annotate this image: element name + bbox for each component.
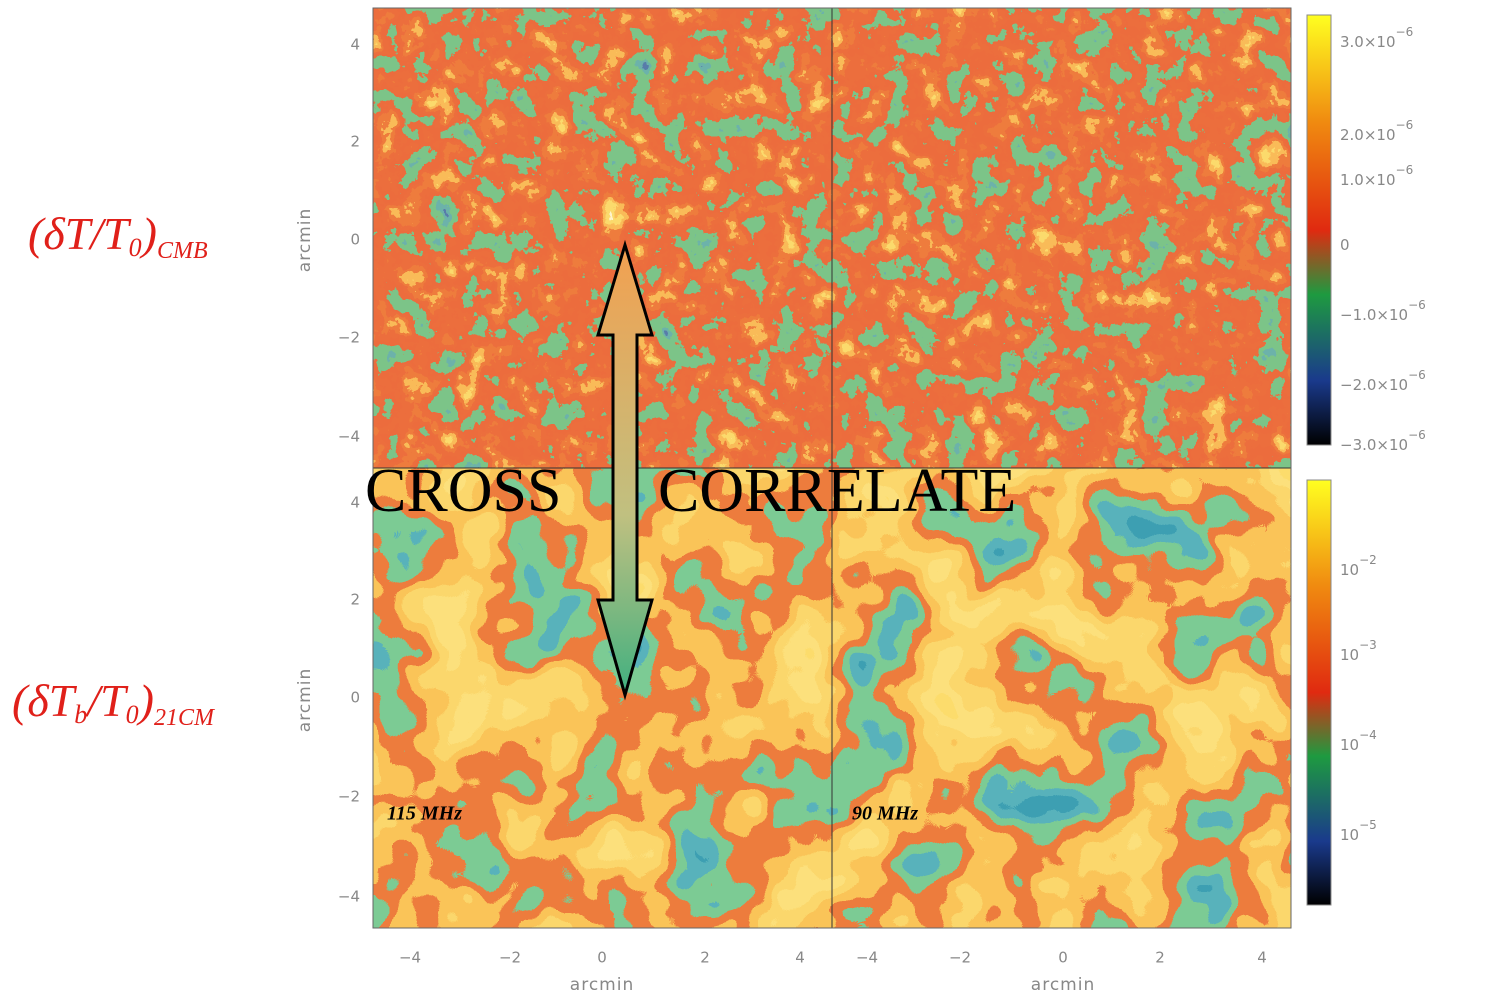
colorbar-label: 10−3 [1340, 638, 1377, 664]
colorbar-mantissa: 10 [1340, 736, 1359, 754]
label-part: ) [136, 675, 154, 726]
axis-label: arcmin [295, 668, 315, 732]
colorbar-exponent: −6 [1408, 368, 1426, 382]
colorbar-label: −3.0×10−6 [1340, 428, 1426, 454]
label-part: (δT [12, 675, 78, 726]
axis-label: arcmin [570, 975, 634, 995]
colorbar-mantissa: 10 [1340, 561, 1359, 579]
y-tick-label: −2 [338, 788, 360, 806]
y-tick-label: −4 [338, 428, 360, 446]
x-tick-label: 0 [597, 949, 607, 967]
colorbar-mantissa: −1.0×10 [1340, 306, 1408, 324]
colorbar-label: −1.0×10−6 [1340, 298, 1426, 324]
y-tick-label: −2 [338, 329, 360, 347]
y-tick-label: 2 [350, 133, 360, 151]
colorbar-exponent: −5 [1359, 818, 1377, 832]
y-tick-label: 2 [350, 591, 360, 609]
colorbar-mantissa: 3.0×10 [1340, 33, 1396, 51]
colorbar-exponent: −6 [1408, 298, 1426, 312]
x-tick-label: 2 [1155, 949, 1165, 967]
colorbar-label: 0 [1340, 236, 1350, 254]
label-part: (δT/T [28, 208, 132, 259]
colorbar-exponent: −6 [1396, 163, 1414, 177]
y-tick-label: 4 [350, 36, 360, 54]
colorbar-mantissa: 0 [1340, 236, 1350, 254]
x-tick-label: 4 [795, 949, 805, 967]
colorbar-label: 2.0×10−6 [1340, 118, 1413, 144]
colorbar-label: −2.0×10−6 [1340, 368, 1426, 394]
x-tick-label: 2 [700, 949, 710, 967]
label-part: /T [84, 675, 129, 726]
axis-label: arcmin [295, 208, 315, 272]
y-tick-label: 0 [350, 231, 360, 249]
cross-word: CROSS [365, 457, 561, 525]
label-part: 0 [126, 700, 139, 729]
colorbar-label: 10−2 [1340, 553, 1377, 579]
colorbar-exponent: −6 [1396, 25, 1414, 39]
y-tick-label: 0 [350, 689, 360, 707]
x-tick-label: 0 [1058, 949, 1068, 967]
colorbar-mantissa: 10 [1340, 646, 1359, 664]
colorbar-label: 1.0×10−6 [1340, 163, 1413, 189]
y-tick-label: 4 [350, 494, 360, 512]
colorbar-label: 3.0×10−6 [1340, 25, 1413, 51]
colorbar-exponent: −2 [1359, 553, 1377, 567]
colorbar-label: 10−4 [1340, 728, 1377, 754]
label-part: 0 [129, 233, 142, 262]
label-part: CMB [157, 238, 208, 264]
panel-label: 115 MHz [387, 803, 462, 825]
colorbar-mantissa: 10 [1340, 826, 1359, 844]
colorbar-exponent: −4 [1359, 728, 1377, 742]
colorbar-mantissa: −2.0×10 [1340, 376, 1408, 394]
x-tick-label: 4 [1257, 949, 1267, 967]
label-part: b [74, 700, 87, 729]
label-part: 21CM [154, 705, 216, 731]
colorbar-mantissa: 1.0×10 [1340, 171, 1396, 189]
21cm-label: (δTb/T0)21CM [12, 675, 216, 731]
x-tick-label: −2 [949, 949, 971, 967]
colorbar-exponent: −6 [1396, 118, 1414, 132]
colorbar-exponent: −6 [1408, 428, 1426, 442]
colorbar-label: 10−5 [1340, 818, 1377, 844]
x-tick-label: −4 [399, 949, 421, 967]
colorbar-mantissa: 2.0×10 [1340, 126, 1396, 144]
cmb-label: (δT/T0)CMB [28, 208, 208, 264]
colorbar-mantissa: −3.0×10 [1340, 436, 1408, 454]
panel-label: 90 MHz [852, 803, 918, 825]
colorbar [1307, 480, 1331, 905]
figure: CROSS CORRELATE 115 MHz 90 MHz (δT/T0)CM… [0, 0, 1488, 998]
label-part: ) [139, 208, 157, 259]
x-tick-label: −4 [856, 949, 878, 967]
axis-label: arcmin [1031, 975, 1095, 995]
x-tick-label: −2 [499, 949, 521, 967]
cross-word: CORRELATE [658, 457, 1016, 525]
y-tick-label: −4 [338, 888, 360, 906]
colorbar [1307, 15, 1331, 445]
colorbar-exponent: −3 [1359, 638, 1377, 652]
